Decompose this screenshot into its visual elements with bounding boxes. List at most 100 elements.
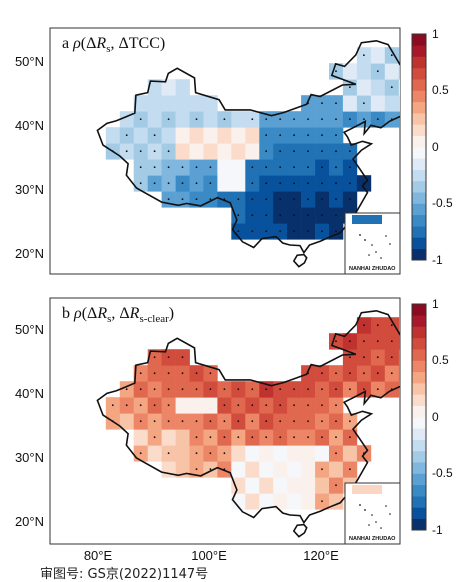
significance-dot (251, 214, 254, 217)
significance-dot (167, 118, 170, 121)
svg-text:30°N: 30°N (15, 450, 44, 465)
svg-text:20°N: 20°N (15, 246, 44, 261)
grid-cell (398, 349, 400, 366)
grid-cell (231, 111, 246, 128)
panel-b-colorbar: 1 0.5 0 -0.5 -1 (411, 297, 453, 537)
significance-dot (279, 134, 282, 137)
significance-dot (376, 324, 379, 327)
significance-dot (153, 372, 156, 375)
significance-dot (167, 182, 170, 185)
significance-dot (279, 404, 282, 407)
significance-dot (335, 404, 337, 407)
svg-text:80°E: 80°E (84, 548, 113, 563)
grid-cell (245, 461, 260, 478)
significance-dot (139, 118, 142, 121)
significance-dot (153, 166, 156, 169)
significance-dot (405, 340, 407, 342)
significance-dot (363, 388, 365, 391)
svg-text:50°N: 50°N (15, 54, 44, 69)
significance-dot (279, 182, 282, 185)
panel-b-inset-sea-cell (352, 485, 382, 494)
grid-cell (231, 175, 246, 192)
significance-dot (125, 134, 128, 137)
svg-text:20°N: 20°N (15, 514, 44, 529)
significance-dot (293, 134, 295, 137)
significance-dot (265, 420, 268, 423)
significance-dot (167, 420, 170, 423)
significance-dot (153, 436, 156, 439)
grid-cell (231, 445, 246, 462)
significance-dot (265, 118, 268, 121)
grid-cell (217, 175, 232, 192)
significance-dot (153, 182, 156, 185)
grid-cell (370, 47, 386, 64)
map-approval-caption: 审图号: GS京(2022)1147号 (40, 567, 208, 582)
grid-cell (287, 445, 302, 462)
significance-dot (251, 118, 254, 121)
significance-dot (307, 436, 309, 439)
significance-dot (293, 198, 295, 201)
significance-dot (321, 166, 323, 169)
significance-dot (293, 118, 295, 121)
grid-cell (384, 63, 400, 80)
significance-dot (349, 118, 351, 121)
significance-dot (139, 404, 142, 407)
significance-dot (153, 134, 156, 137)
significance-dot (349, 420, 351, 423)
significance-dot (251, 404, 254, 407)
significance-dot (390, 324, 393, 327)
grid-cell (384, 95, 400, 112)
significance-dot (223, 404, 226, 407)
significance-dot (307, 420, 309, 423)
significance-dot (265, 388, 268, 391)
grid-cell (147, 111, 162, 128)
grid-cell (356, 79, 372, 96)
significance-dot (153, 356, 156, 359)
significance-dot (363, 340, 365, 343)
grid-cell (175, 445, 190, 462)
panel-a-inset-label: NANHAI ZHUDAO (349, 266, 396, 272)
grid-cell (315, 477, 330, 494)
significance-dot (349, 182, 351, 185)
significance-dot (209, 198, 212, 201)
significance-dot (195, 420, 198, 423)
significance-dot (293, 404, 295, 407)
significance-dot (293, 150, 295, 153)
panel-a-y-ticks: 50°N 40°N 30°N 20°N (15, 54, 44, 261)
significance-dot (405, 356, 407, 358)
svg-text:-1: -1 (432, 253, 443, 267)
grid-cell (203, 95, 218, 112)
significance-dot (307, 134, 309, 137)
significance-dot (335, 340, 337, 343)
grid-cell (133, 127, 148, 144)
significance-dot (376, 356, 379, 359)
significance-dot (405, 372, 407, 374)
svg-text:40°N: 40°N (15, 118, 44, 133)
significance-dot (223, 452, 226, 455)
significance-dot (335, 118, 337, 121)
grid-cell (301, 445, 316, 462)
grid-cell (398, 79, 400, 96)
significance-dot (279, 214, 282, 217)
significance-dot (209, 182, 212, 185)
significance-dot (195, 182, 198, 185)
significance-dot (390, 54, 393, 57)
grid-cell (161, 429, 176, 446)
significance-dot (307, 118, 309, 121)
svg-text:1: 1 (432, 27, 439, 41)
significance-dot (195, 118, 198, 121)
significance-dot (265, 404, 268, 407)
significance-dot (139, 388, 142, 391)
significance-dot (349, 468, 351, 471)
significance-dot (195, 388, 198, 391)
significance-dot (279, 388, 282, 391)
significance-dot (251, 436, 254, 439)
grid-cell (175, 95, 190, 112)
panel-a: NANHAI ZHUDAO a ρ(ΔRs, ΔTCC) 50°N 40°N 3… (15, 27, 453, 275)
significance-dot (153, 404, 156, 407)
significance-dot (265, 150, 268, 153)
grid-cell (189, 143, 204, 160)
significance-dot (293, 182, 295, 185)
grid-cell (147, 445, 162, 462)
